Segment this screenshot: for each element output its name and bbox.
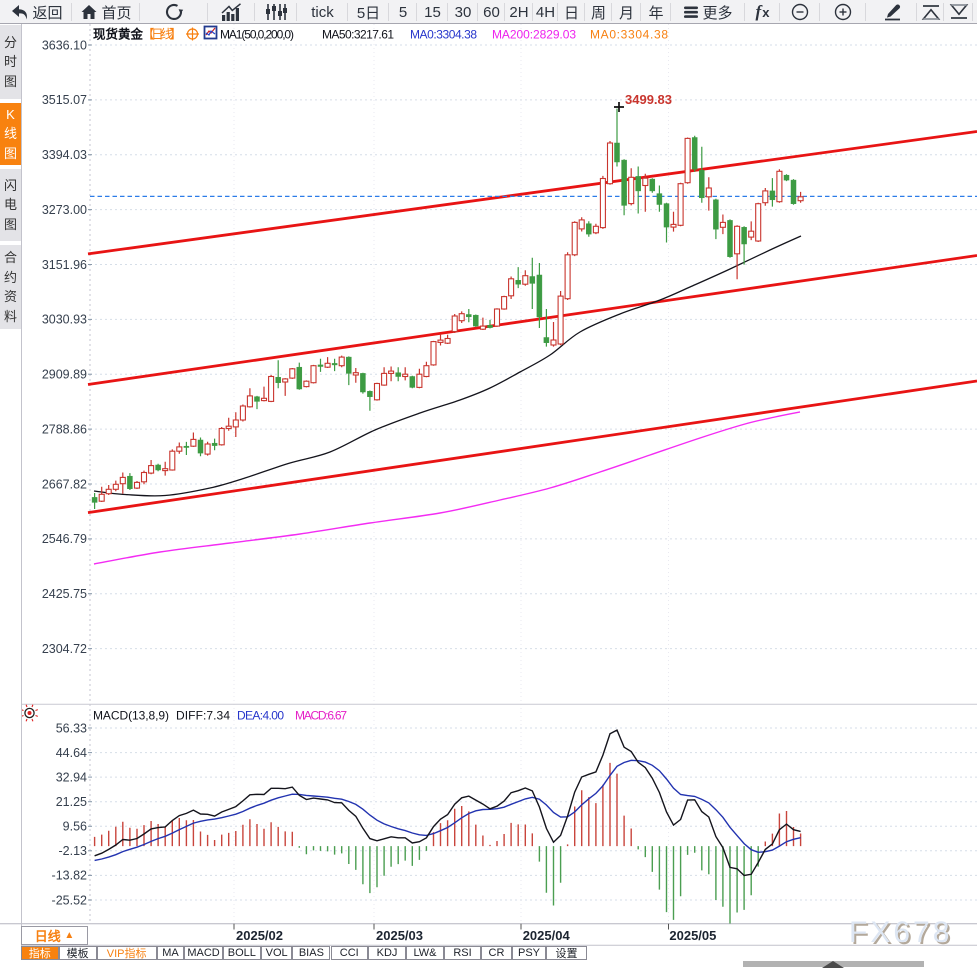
- svg-text:2667.82: 2667.82: [42, 477, 87, 491]
- svg-text:3636.10: 3636.10: [42, 38, 87, 52]
- svg-text:3273.00: 3273.00: [42, 203, 87, 217]
- svg-text:DIFF:7.34: DIFF:7.34: [176, 709, 230, 723]
- svg-text:MA1(50,0,200,0): MA1(50,0,200,0): [220, 28, 294, 42]
- svg-text:56.33: 56.33: [56, 721, 87, 735]
- svg-text:3151.96: 3151.96: [42, 258, 87, 272]
- svg-text:3030.93: 3030.93: [42, 313, 87, 327]
- svg-text:2909.89: 2909.89: [42, 368, 87, 382]
- svg-text:2788.86: 2788.86: [42, 422, 87, 436]
- svg-text:MA0:3304.38: MA0:3304.38: [410, 28, 477, 42]
- svg-text:DEA:4.00: DEA:4.00: [237, 709, 284, 723]
- svg-text:44.64: 44.64: [56, 746, 87, 760]
- svg-text:21.25: 21.25: [56, 795, 87, 809]
- svg-text:-13.82: -13.82: [52, 869, 87, 883]
- svg-text:MA50:3217.61: MA50:3217.61: [322, 28, 394, 42]
- svg-text:9.56: 9.56: [63, 820, 87, 834]
- svg-text:MA0:3304.38: MA0:3304.38: [590, 28, 668, 42]
- svg-text:32.94: 32.94: [56, 770, 87, 784]
- svg-text:3515.07: 3515.07: [42, 93, 87, 107]
- svg-text:3394.03: 3394.03: [42, 148, 87, 162]
- svg-text:3499.83: 3499.83: [625, 92, 672, 107]
- svg-text:-2.13: -2.13: [59, 844, 88, 858]
- svg-text:MACD:6.67: MACD:6.67: [295, 709, 347, 723]
- svg-text:MACD(13,8,9): MACD(13,8,9): [93, 709, 169, 723]
- svg-text:2425.75: 2425.75: [42, 587, 87, 601]
- svg-text:现货黄金: 现货黄金: [93, 27, 144, 42]
- svg-text:-25.52: -25.52: [52, 893, 87, 907]
- svg-text:MA200:2829.03: MA200:2829.03: [492, 28, 576, 42]
- svg-text:2546.79: 2546.79: [42, 532, 87, 546]
- svg-text:2304.72: 2304.72: [42, 642, 87, 656]
- svg-text:【日线】: 【日线】: [142, 28, 182, 42]
